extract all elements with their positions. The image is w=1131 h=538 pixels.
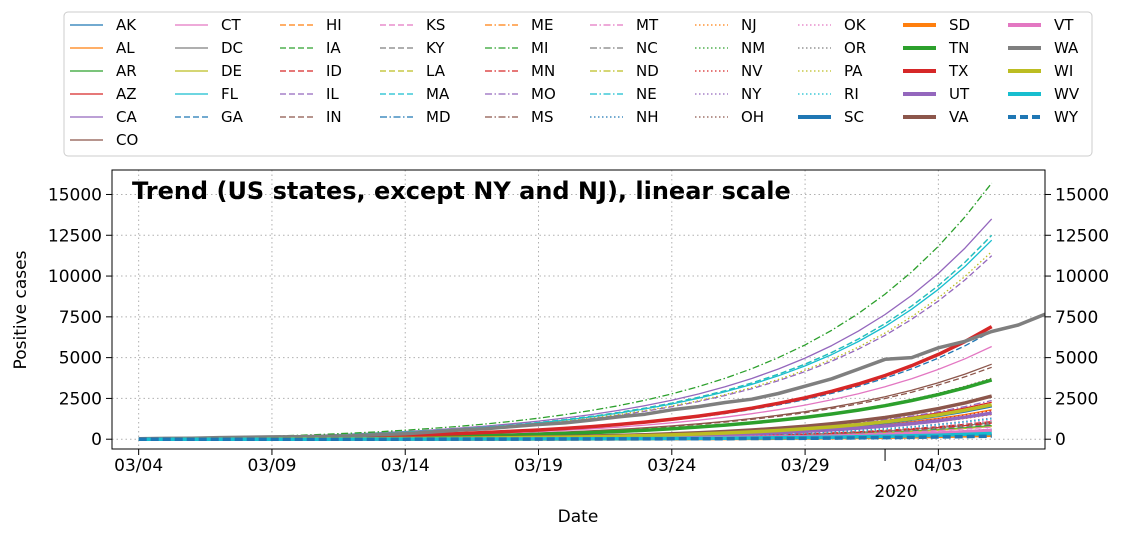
x-tick-label: 03/29 — [781, 456, 830, 476]
y-tick-label-left: 5000 — [59, 349, 102, 369]
legend-label-ar: AR — [116, 62, 137, 80]
legend-label-ri: RI — [844, 85, 859, 103]
series-line-pa — [138, 251, 993, 440]
x-tick-label: 03/14 — [381, 456, 430, 476]
legend-label-mi: MI — [531, 39, 548, 57]
legend-label-id: ID — [326, 62, 342, 80]
y-tick-label-right: 15000 — [1055, 185, 1109, 205]
series-line-ca — [138, 218, 993, 440]
legend-label-sc: SC — [844, 108, 864, 126]
legend-label-ks: KS — [426, 16, 445, 34]
legend-label-in: IN — [326, 108, 342, 126]
legend-label-ct: CT — [221, 16, 241, 34]
y-tick-label-right: 0 — [1055, 430, 1066, 450]
legend-label-co: CO — [116, 131, 138, 149]
x-axis-label: Date — [558, 507, 599, 527]
x-tick-label: 03/04 — [114, 456, 163, 476]
y-tick-label-right: 10000 — [1055, 267, 1109, 287]
legend-label-ma: MA — [426, 85, 450, 103]
series-lines — [138, 182, 1046, 441]
series-line-wy — [138, 434, 992, 441]
series-line-il — [138, 255, 993, 440]
legend-label-wv: WV — [1054, 85, 1080, 103]
legend-label-nd: ND — [636, 62, 659, 80]
legend-label-tx: TX — [948, 62, 968, 80]
y-tick-label-left: 10000 — [48, 267, 102, 287]
x-tick-label: 03/19 — [514, 456, 563, 476]
legend-label-fl: FL — [221, 85, 239, 103]
x-axis-year-label: 2020 — [874, 482, 917, 502]
legend-label-mt: MT — [636, 16, 659, 34]
y-tick-label-left: 0 — [91, 430, 102, 450]
y-axis-label: Positive cases — [11, 250, 31, 369]
legend-label-nc: NC — [636, 39, 658, 57]
legend-label-mo: MO — [531, 85, 556, 103]
legend-label-nv: NV — [741, 62, 763, 80]
legend-label-ny: NY — [741, 85, 762, 103]
legend-label-il: IL — [326, 85, 339, 103]
series-line-wa — [138, 312, 1046, 441]
y-tick-label-right: 5000 — [1055, 349, 1098, 369]
y-tick-label-left: 7500 — [59, 308, 102, 328]
y-tick-label-left: 2500 — [59, 389, 102, 409]
legend-label-vt: VT — [1054, 16, 1074, 34]
x-tick-label: 03/24 — [647, 456, 696, 476]
y-tick-label-left: 15000 — [48, 185, 102, 205]
plot-frame — [111, 169, 1046, 450]
series-line-ma — [138, 234, 993, 440]
legend-label-ca: CA — [116, 108, 137, 126]
y-tick-label-right: 2500 — [1055, 389, 1098, 409]
legend-label-md: MD — [426, 108, 451, 126]
legend-label-me: ME — [531, 16, 553, 34]
legend-label-ne: NE — [636, 85, 657, 103]
y-tick-label-right: 12500 — [1055, 226, 1109, 246]
legend-label-nm: NM — [741, 39, 765, 57]
legend-label-ga: GA — [221, 108, 244, 126]
x-tick-label: 03/09 — [247, 456, 296, 476]
legend-label-or: OR — [844, 39, 866, 57]
series-line-mi — [138, 182, 993, 440]
legend-label-la: LA — [426, 62, 446, 80]
y-tick-label-right: 7500 — [1055, 308, 1098, 328]
legend-label-ak: AK — [116, 16, 137, 34]
legend-label-ia: IA — [326, 39, 341, 57]
legend-label-ms: MS — [531, 108, 553, 126]
legend-label-va: VA — [949, 108, 969, 126]
grid-lines — [112, 170, 1045, 449]
legend-label-dc: DC — [221, 39, 243, 57]
legend-label-al: AL — [116, 39, 135, 57]
chart-title: Trend (US states, except NY and NJ), lin… — [132, 177, 791, 205]
y-tick-label-left: 12500 — [48, 226, 102, 246]
legend-label-ok: OK — [844, 16, 867, 34]
legend-label-az: AZ — [116, 85, 137, 103]
legend-label-nh: NH — [636, 108, 659, 126]
legend-label-ut: UT — [949, 85, 970, 103]
legend-label-wa: WA — [1054, 39, 1079, 57]
legend: AK AL AR AZ CA CO CT DC DE FL GA HI IA ID IL IN KS KY LA MA… — [70, 16, 1080, 149]
legend-label-mn: MN — [531, 62, 555, 80]
legend-label-tn: TN — [948, 39, 969, 57]
legend-label-wy: WY — [1054, 108, 1079, 126]
legend-label-wi: WI — [1054, 62, 1073, 80]
legend-box — [63, 11, 1093, 157]
x-axis-ticks: 03/04 03/09 03/14 03/19 03/24 03/29 04/03 — [114, 449, 963, 476]
legend-label-nj: NJ — [741, 16, 757, 34]
legend-label-pa: PA — [844, 62, 863, 80]
legend-label-hi: HI — [326, 16, 342, 34]
legend-label-oh: OH — [741, 108, 764, 126]
legend-label-ky: KY — [426, 39, 445, 57]
x-tick-label: 04/03 — [914, 456, 963, 476]
legend-label-de: DE — [221, 62, 242, 80]
legend-label-sd: SD — [949, 16, 970, 34]
y-axis-ticks: 0 0 2500 2500 5000 5000 7500 7500 10000 10000 1250… — [48, 185, 1109, 450]
